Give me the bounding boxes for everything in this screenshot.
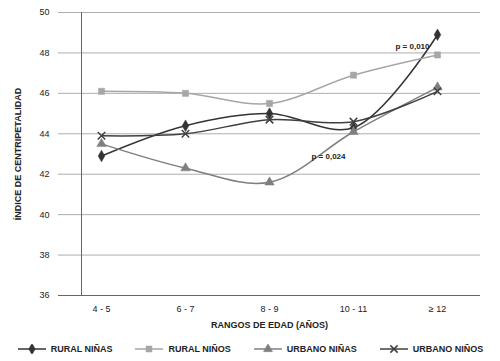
- svg-text:40: 40: [39, 210, 49, 220]
- svg-text:36: 36: [39, 290, 49, 300]
- svg-text:6 - 7: 6 - 7: [176, 304, 194, 314]
- html-text:URBANO NIÑOS: URBANO NIÑOS: [412, 344, 484, 354]
- svg-text:4 - 5: 4 - 5: [92, 304, 110, 314]
- svg-text:48: 48: [39, 48, 49, 58]
- svg-text:10 - 11: 10 - 11: [340, 304, 367, 314]
- html-text:RURAL NIÑOS: RURAL NIÑOS: [168, 344, 231, 354]
- html-text:URBANO NIÑAS: URBANO NIÑAS: [286, 344, 357, 354]
- html-text:RURAL NIÑAS: RURAL NIÑAS: [50, 344, 113, 354]
- svg-text:42: 42: [39, 169, 49, 179]
- svg-text:8 - 9: 8 - 9: [260, 304, 278, 314]
- svg-text:46: 46: [39, 88, 49, 98]
- svg-text:≥ 12: ≥ 12: [429, 304, 446, 314]
- svg-text:RANGOS DE EDAD (AÑOS): RANGOS DE EDAD (AÑOS): [211, 320, 328, 330]
- svg-text:p = 0,010: p = 0,010: [395, 42, 430, 51]
- svg-text:50: 50: [39, 7, 49, 17]
- svg-text:38: 38: [39, 250, 49, 260]
- svg-text:p = 0,024: p = 0,024: [311, 152, 346, 161]
- svg-text:ÍNDICE DE CENTRIPETALIDAD: ÍNDICE DE CENTRIPETALIDAD: [13, 87, 23, 220]
- svg-text:44: 44: [39, 129, 49, 139]
